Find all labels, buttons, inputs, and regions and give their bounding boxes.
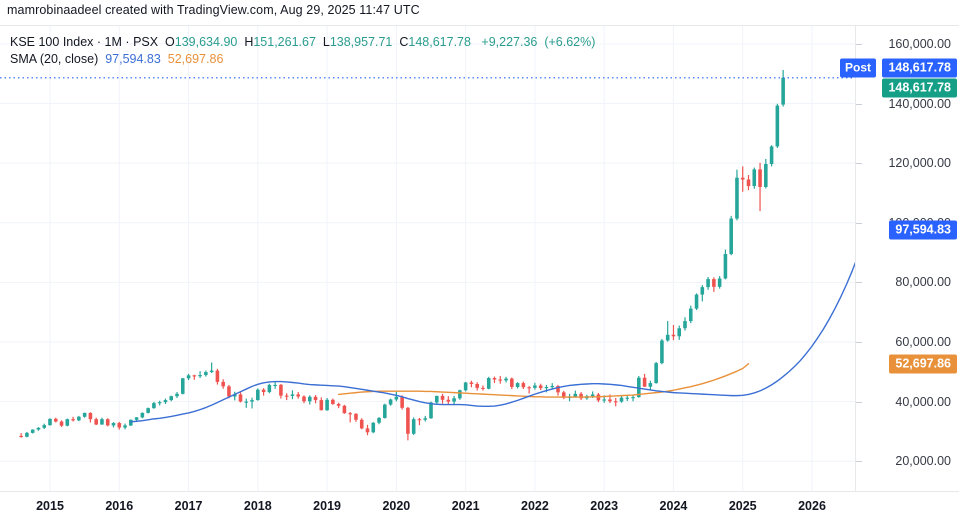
sma-slow-price-tag[interactable]: 52,697.86 [889,354,957,374]
post-badge[interactable]: Post [840,58,877,78]
sma-slow-line [337,363,750,398]
price-tick-label: 120,000.00 [888,156,951,171]
price-tick-mark [856,103,862,105]
time-tick-label: 2026 [798,499,826,513]
price-axis[interactable]: 20,000.0040,000.0060,000.0080,000.00100,… [840,26,959,491]
last-price-tag-green[interactable]: 148,617.78 [882,78,957,98]
candlestick-series [19,69,785,441]
chart-plot-area[interactable] [0,26,855,491]
chart-frame: 20,000.0040,000.0060,000.0080,000.00100,… [0,25,959,522]
time-tick-label: 2019 [313,499,341,513]
last-price-tag-blue[interactable]: 148,617.78 [882,58,957,78]
time-tick-label: 2020 [382,499,411,513]
price-tick-label: 40,000.00 [895,394,951,409]
time-tick-label: 2015 [36,499,64,513]
candlestick-plot [0,26,855,491]
time-tick-label: 2021 [451,499,480,513]
time-tick-label: 2016 [105,499,134,513]
price-tick-mark [856,401,862,403]
price-tick-label: 140,000.00 [888,96,951,111]
price-tick-mark [856,341,862,343]
time-axis[interactable]: 2015 2016 2017 2018 2019 2020 2021 2022 2023 2024… [0,491,959,523]
attribution-text: mamrobinaadeel created with TradingView.… [7,3,420,17]
price-tick-label: 60,000.00 [895,334,951,349]
price-tick-mark [856,222,862,224]
price-tick-mark [856,282,862,284]
time-tick-label: 2023 [590,499,619,513]
time-tick-label: 2018 [243,499,272,513]
gridlines [0,26,855,491]
price-tick-label: 80,000.00 [895,275,951,290]
sma-fast-price-tag[interactable]: 97,594.83 [889,220,957,240]
sma-fast-line [130,261,855,423]
price-tick-mark [856,163,862,165]
price-tick-mark [856,461,862,463]
time-tick-label: 2017 [174,499,203,513]
time-tick-label: 2025 [728,499,757,513]
price-tick-mark [856,43,862,45]
price-tick-label: 160,000.00 [888,36,951,51]
price-tick-label: 20,000.00 [895,454,951,469]
time-tick-label: 2024 [659,499,688,513]
time-tick-label: 2022 [521,499,549,513]
